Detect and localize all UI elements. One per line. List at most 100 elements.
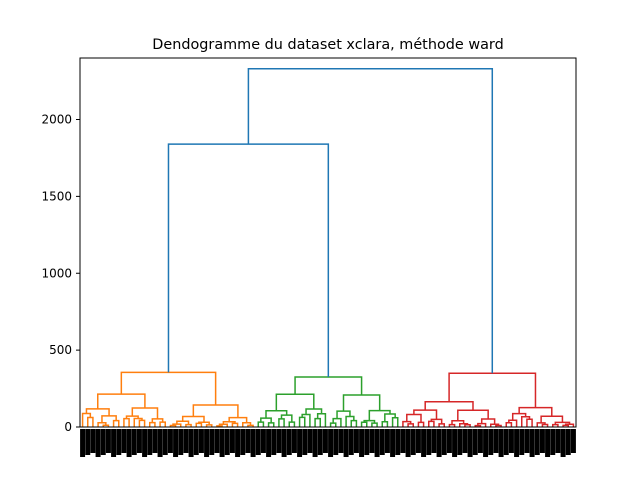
leaf-label-mark	[157, 429, 163, 457]
dendrogram-link	[508, 419, 518, 427]
leaf-label-mark	[514, 429, 520, 457]
leaf-label-mark	[328, 429, 334, 457]
leaf-label-mark	[493, 429, 499, 453]
dendrogram-link	[407, 423, 414, 427]
dendrogram-link	[391, 417, 399, 427]
leaf-label-mark	[457, 429, 463, 455]
leaf-label-mark	[441, 429, 447, 455]
dendrogram-link	[222, 420, 236, 425]
dendrogram-link	[564, 423, 575, 427]
dendrogram-link	[131, 407, 159, 419]
dendrogram-link	[265, 409, 288, 419]
leaf-label-mark	[467, 429, 473, 457]
plot-frame	[79, 57, 577, 428]
leaf-label-mark	[462, 429, 468, 453]
leaf-label-mark	[126, 429, 132, 457]
leaf-label-mark	[477, 429, 483, 453]
dendrogram-link	[102, 424, 110, 427]
dendrogram-link	[336, 410, 351, 419]
leaf-label-mark	[162, 429, 168, 455]
leaf-label-mark	[446, 429, 452, 453]
dendrogram-link	[368, 409, 391, 421]
dendrogram-link	[424, 401, 474, 411]
leaf-label-mark	[219, 429, 225, 457]
dendrogram-link	[195, 422, 203, 427]
dendrogram-link	[247, 68, 494, 374]
dendrogram-link	[85, 408, 110, 416]
dendrogram-link	[428, 420, 435, 427]
dendrogram-link	[477, 422, 487, 427]
leaf-label-mark	[452, 429, 458, 457]
dendrogram-link	[526, 418, 533, 427]
dendrogram-link	[228, 416, 248, 423]
leaf-label-mark	[545, 429, 551, 457]
leaf-label-mark	[209, 429, 215, 455]
dendrogram-link	[120, 371, 217, 406]
leaf-label-mark	[508, 429, 514, 453]
leaf-label-mark	[229, 429, 235, 453]
leaf-label-mark	[152, 429, 158, 453]
dendrogram-link	[314, 417, 321, 427]
chart-title: Dendogramme du dataset xclara, méthode w…	[152, 37, 503, 53]
leaf-label-mark	[255, 429, 261, 455]
leaf-label-mark	[178, 429, 184, 455]
leaf-label-mark	[395, 429, 401, 455]
leaf-label-mark	[105, 429, 111, 453]
dendrogram-link	[521, 415, 531, 427]
leaf-label-mark	[384, 429, 390, 453]
leaf-label-mark	[524, 429, 530, 453]
leaf-label-mark	[431, 429, 437, 453]
leaf-label-mark	[204, 429, 210, 457]
leaf-label-mark	[214, 429, 220, 453]
dendrogram-link	[350, 419, 358, 427]
leaf-label-mark	[555, 429, 561, 453]
dendrogram-link	[278, 418, 285, 427]
leaf-label-mark	[436, 429, 442, 457]
y-tick-label: 2000	[41, 113, 72, 127]
leaf-label-mark	[483, 429, 489, 457]
dendrogram-link	[371, 422, 378, 427]
dendrogram-link	[167, 143, 330, 378]
leaf-label-mark	[297, 429, 303, 457]
y-tick-label: 1000	[41, 266, 72, 280]
leaf-label-mark	[374, 429, 380, 457]
leaf-label-mark	[410, 429, 416, 455]
leaf-label-mark	[488, 429, 494, 455]
leaf-label-mark	[95, 429, 101, 457]
leaf-label-mark	[369, 429, 375, 453]
leaf-label-mark	[560, 429, 566, 457]
dendrogram-links	[81, 68, 575, 427]
leaf-label-mark	[390, 429, 396, 457]
leaf-label-mark	[121, 429, 127, 453]
leaf-labels	[80, 429, 576, 457]
dendrogram-link	[562, 424, 569, 427]
leaf-label-mark	[570, 429, 576, 453]
leaf-label-mark	[235, 429, 241, 457]
dendrogram-link	[417, 421, 425, 427]
dendrogram-link	[316, 413, 327, 427]
dendrogram-link	[541, 423, 549, 427]
dendrogram-link	[332, 417, 342, 427]
leaf-label-mark	[498, 429, 504, 457]
leaf-label-mark	[266, 429, 272, 457]
leaf-label-mark	[302, 429, 308, 455]
dendrogram-link	[345, 415, 355, 427]
leaf-label-mark	[136, 429, 142, 453]
leaf-label-mark	[312, 429, 318, 457]
leaf-label-mark	[333, 429, 339, 455]
leaf-label-mark	[286, 429, 292, 455]
dendrogram-link	[438, 423, 445, 427]
dendrogram-link	[81, 412, 92, 427]
dendrogram-link	[305, 408, 323, 415]
leaf-label-mark	[415, 429, 421, 453]
dendrogram-link	[536, 422, 546, 427]
leaf-label-mark	[317, 429, 323, 455]
dendrogram-link	[181, 415, 205, 423]
leaf-label-mark	[111, 429, 117, 457]
leaf-label-mark	[188, 429, 194, 457]
y-tick-label: 500	[49, 343, 72, 357]
dendrogram-link	[159, 421, 166, 427]
leaf-label-mark	[142, 429, 148, 457]
dendrogram-link	[275, 393, 315, 411]
